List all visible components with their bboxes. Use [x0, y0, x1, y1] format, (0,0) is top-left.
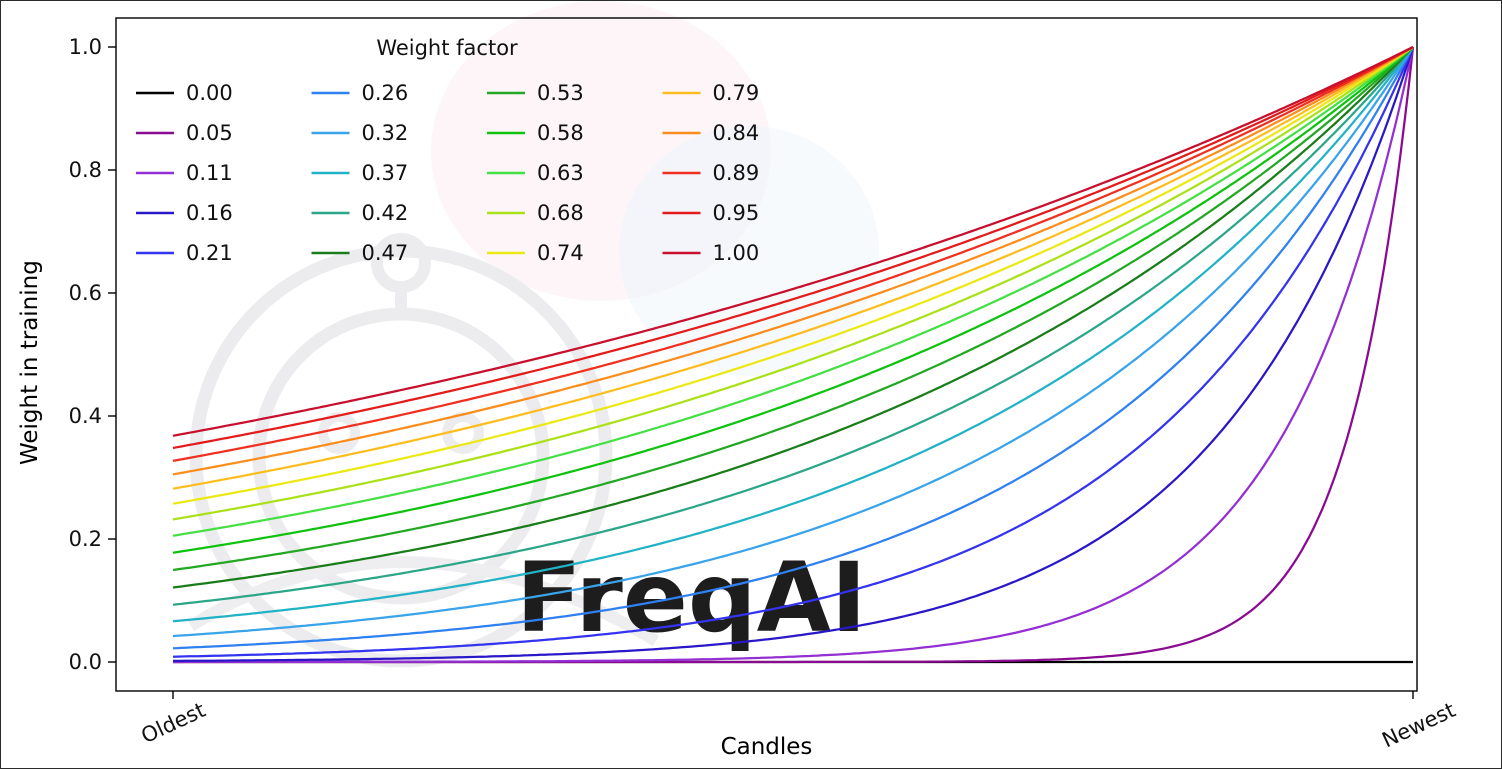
legend-label: 0.11: [186, 161, 233, 185]
curve-0.84: [172, 46, 1414, 476]
curve-0.26: [172, 46, 1414, 650]
y-tick-label: 1.0: [69, 35, 102, 59]
legend-entry-0.53: 0.53: [487, 81, 584, 105]
legend-entry-0.00: 0.00: [136, 81, 233, 105]
curve-0.42: [172, 46, 1414, 606]
y-tick-label: 0.4: [69, 404, 102, 428]
legend-label: 0.63: [537, 161, 584, 185]
legend-entry-1.00: 1.00: [662, 241, 760, 265]
curve-0.21: [172, 46, 1415, 658]
legend: Weight factor 0.00 0.05 0.11 0.16 0.21 0.26 0.3…: [136, 36, 759, 265]
freqai-robot-logo: [187, 556, 660, 647]
curve-0.16: [173, 46, 1415, 663]
y-axis: 0.0 0.2 0.4 0.6 0.8 1.0: [69, 35, 116, 674]
y-tick-label: 0.2: [69, 527, 102, 551]
legend-label: 0.84: [713, 121, 760, 145]
legend-entry-0.58: 0.58: [487, 121, 584, 145]
x-axis-label: Candles: [720, 734, 813, 760]
legend-entry-0.05: 0.05: [136, 121, 233, 145]
legend-entry-0.16: 0.16: [136, 201, 233, 225]
legend-entry-0.84: 0.84: [662, 121, 760, 145]
legend-label: 0.21: [186, 241, 233, 265]
legend-entry-0.42: 0.42: [311, 201, 409, 225]
legend-label: 0.42: [362, 201, 409, 225]
legend-label: 0.16: [186, 201, 233, 225]
legend-label: 0.74: [537, 241, 584, 265]
legend-label: 0.79: [713, 81, 760, 105]
legend-entry-0.21: 0.21: [136, 241, 233, 265]
curve-0.11: [173, 46, 1415, 664]
legend-label: 0.58: [537, 121, 584, 145]
curve-0.89: [172, 46, 1414, 463]
legend-label: 1.00: [713, 241, 760, 265]
curve-0.63: [172, 46, 1414, 537]
legend-label: 0.37: [362, 161, 409, 185]
y-axis-label: Weight in training: [17, 260, 43, 465]
curve-0.32: [172, 46, 1414, 638]
curve-0.58: [172, 46, 1414, 554]
legend-entry-0.11: 0.11: [136, 161, 233, 185]
legend-label: 0.89: [713, 161, 760, 185]
legend-label: 0.95: [713, 201, 760, 225]
legend-entry-0.95: 0.95: [662, 201, 760, 225]
curve-0.74: [172, 46, 1414, 505]
legend-entry-0.63: 0.63: [487, 161, 584, 185]
curve-0.68: [172, 46, 1414, 521]
legend-title: Weight factor: [376, 36, 518, 60]
curve-0.47: [172, 46, 1414, 589]
y-tick-label: 0.8: [69, 158, 102, 182]
curve-0.79: [172, 46, 1414, 490]
freqai-robot-logo: [318, 412, 360, 454]
watermark: FreqAI: [187, 1, 879, 668]
y-tick-label: 0.6: [69, 281, 102, 305]
legend-label: 0.68: [537, 201, 584, 225]
watermark-text: FreqAI: [516, 542, 867, 654]
legend-entry-0.47: 0.47: [311, 241, 409, 265]
curves: [172, 45, 1415, 664]
legend-label: 0.00: [186, 81, 233, 105]
legend-label: 0.47: [362, 241, 409, 265]
legend-entry-0.37: 0.37: [311, 161, 409, 185]
legend-entry-0.26: 0.26: [311, 81, 409, 105]
y-tick-label: 0.0: [69, 650, 102, 674]
plot-area: [115, 17, 1418, 692]
legend-entry-0.79: 0.79: [662, 81, 760, 105]
legend-label: 0.26: [362, 81, 409, 105]
legend-entry-0.89: 0.89: [662, 161, 760, 185]
curve-0.37: [172, 46, 1414, 623]
curve-1.00: [172, 45, 1414, 437]
legend-entry-0.68: 0.68: [487, 201, 584, 225]
legend-entry-0.74: 0.74: [487, 241, 584, 265]
legend-label: 0.32: [362, 121, 409, 145]
legend-entry-0.32: 0.32: [311, 121, 409, 145]
legend-label: 0.05: [186, 121, 233, 145]
watermark-leaf-blue: [619, 126, 879, 376]
curve-0.53: [172, 46, 1414, 572]
legend-label: 0.53: [537, 81, 584, 105]
curve-0.95: [172, 46, 1414, 450]
